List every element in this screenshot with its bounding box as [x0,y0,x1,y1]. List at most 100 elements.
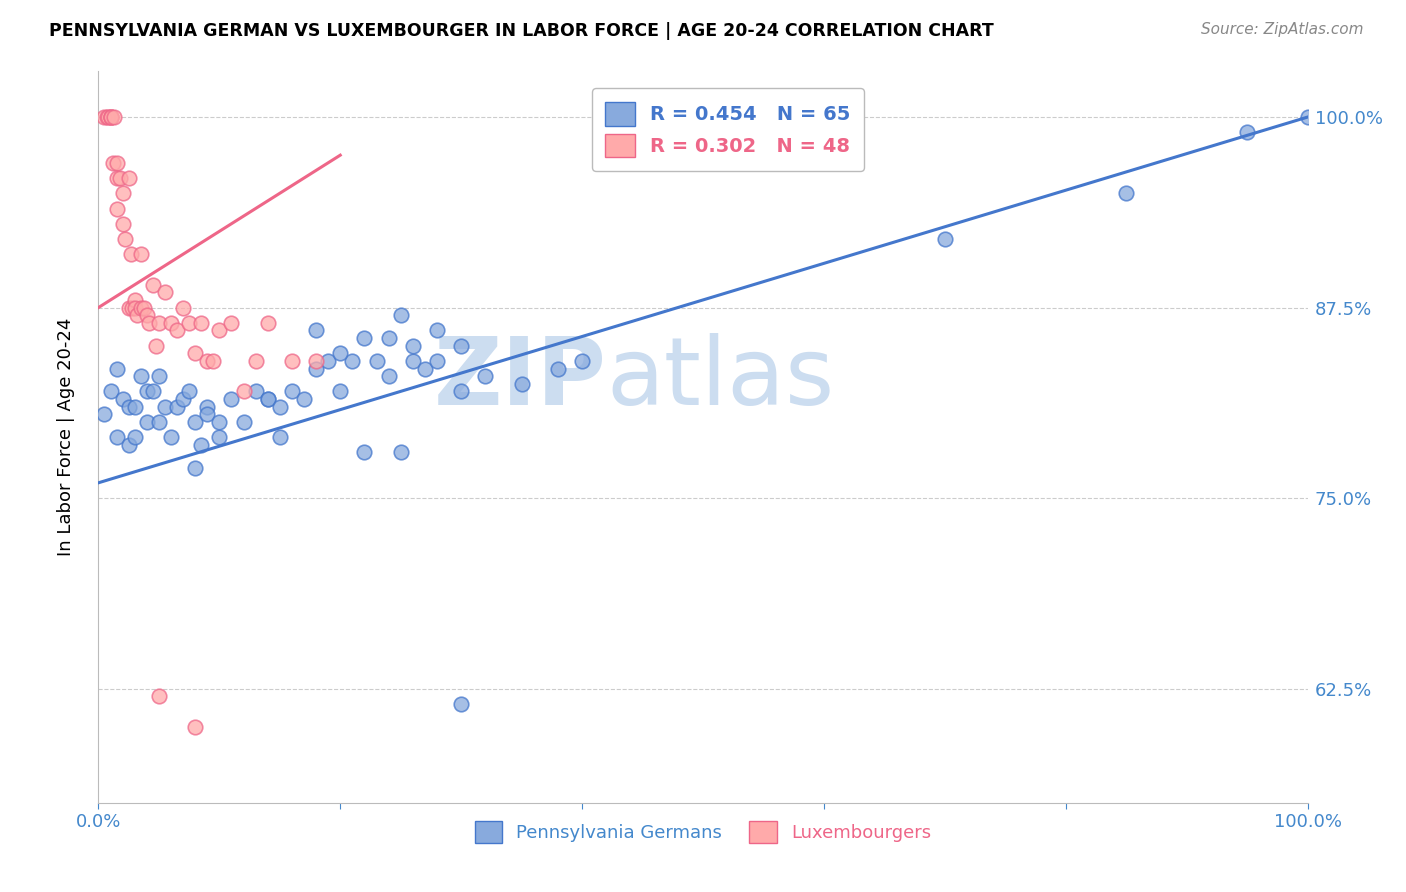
Point [124,301,146,315]
Point [329,384,352,399]
Point [118,438,141,452]
Point [184,346,207,360]
Point [148,689,170,703]
Point [281,384,304,399]
Y-axis label: In Labor Force | Age 20-24: In Labor Force | Age 20-24 [56,318,75,557]
Point [148,369,170,384]
Legend: Pennsylvania Germans, Luxembourgers: Pennsylvania Germans, Luxembourgers [465,813,941,852]
Point [118,301,141,315]
Point [105,430,128,444]
Point [1236,125,1258,139]
Point [353,445,375,459]
Point [547,361,569,376]
Point [105,202,128,216]
Point [208,415,231,429]
Point [135,308,157,322]
Point [256,392,278,406]
Point [103,110,125,124]
Point [366,354,388,368]
Point [329,346,352,360]
Point [571,354,593,368]
Point [1115,186,1137,201]
Point [389,445,412,459]
Point [377,369,399,384]
Point [129,301,152,315]
Point [166,400,188,414]
Point [232,415,254,429]
Text: ZIP: ZIP [433,333,606,425]
Point [160,316,183,330]
Point [377,331,399,345]
Point [121,301,143,315]
Point [184,720,207,734]
Point [389,308,412,322]
Point [105,156,128,170]
Point [510,376,533,391]
Point [305,323,328,337]
Point [934,232,956,246]
Point [305,361,328,376]
Point [134,301,156,315]
Point [269,430,291,444]
Point [129,247,152,261]
Point [179,384,201,399]
Point [450,697,472,711]
Point [305,354,328,368]
Point [108,171,131,186]
Point [111,186,134,201]
Point [474,369,496,384]
Point [96,110,118,124]
Point [148,415,170,429]
Point [245,354,267,368]
Point [221,392,243,406]
Point [1296,110,1319,124]
Point [413,361,436,376]
Point [166,323,188,337]
Point [100,384,122,399]
Point [426,354,449,368]
Point [450,384,472,399]
Point [129,369,152,384]
Point [195,400,218,414]
Point [100,110,122,124]
Point [142,277,165,292]
Point [100,110,122,124]
Point [93,110,115,124]
Point [153,400,176,414]
Point [124,400,146,414]
Point [127,308,149,322]
Point [208,430,231,444]
Point [269,400,291,414]
Point [402,339,425,353]
Point [111,392,134,406]
Point [256,316,278,330]
Point [256,392,278,406]
Point [292,392,315,406]
Point [160,430,183,444]
Point [195,407,218,421]
Point [135,415,157,429]
Point [120,247,142,261]
Point [245,384,267,399]
Point [190,316,212,330]
Point [148,316,170,330]
Text: PENNSYLVANIA GERMAN VS LUXEMBOURGER IN LABOR FORCE | AGE 20-24 CORRELATION CHART: PENNSYLVANIA GERMAN VS LUXEMBOURGER IN L… [49,22,994,40]
Point [281,354,304,368]
Point [221,316,243,330]
Text: Source: ZipAtlas.com: Source: ZipAtlas.com [1201,22,1364,37]
Point [111,217,134,231]
Point [342,354,364,368]
Point [142,384,165,399]
Point [135,384,157,399]
Point [184,415,207,429]
Point [172,392,194,406]
Point [184,460,207,475]
Point [124,430,146,444]
Point [105,171,128,186]
Point [100,110,122,124]
Point [202,354,225,368]
Point [353,331,375,345]
Point [124,293,146,307]
Point [179,316,201,330]
Point [118,171,141,186]
